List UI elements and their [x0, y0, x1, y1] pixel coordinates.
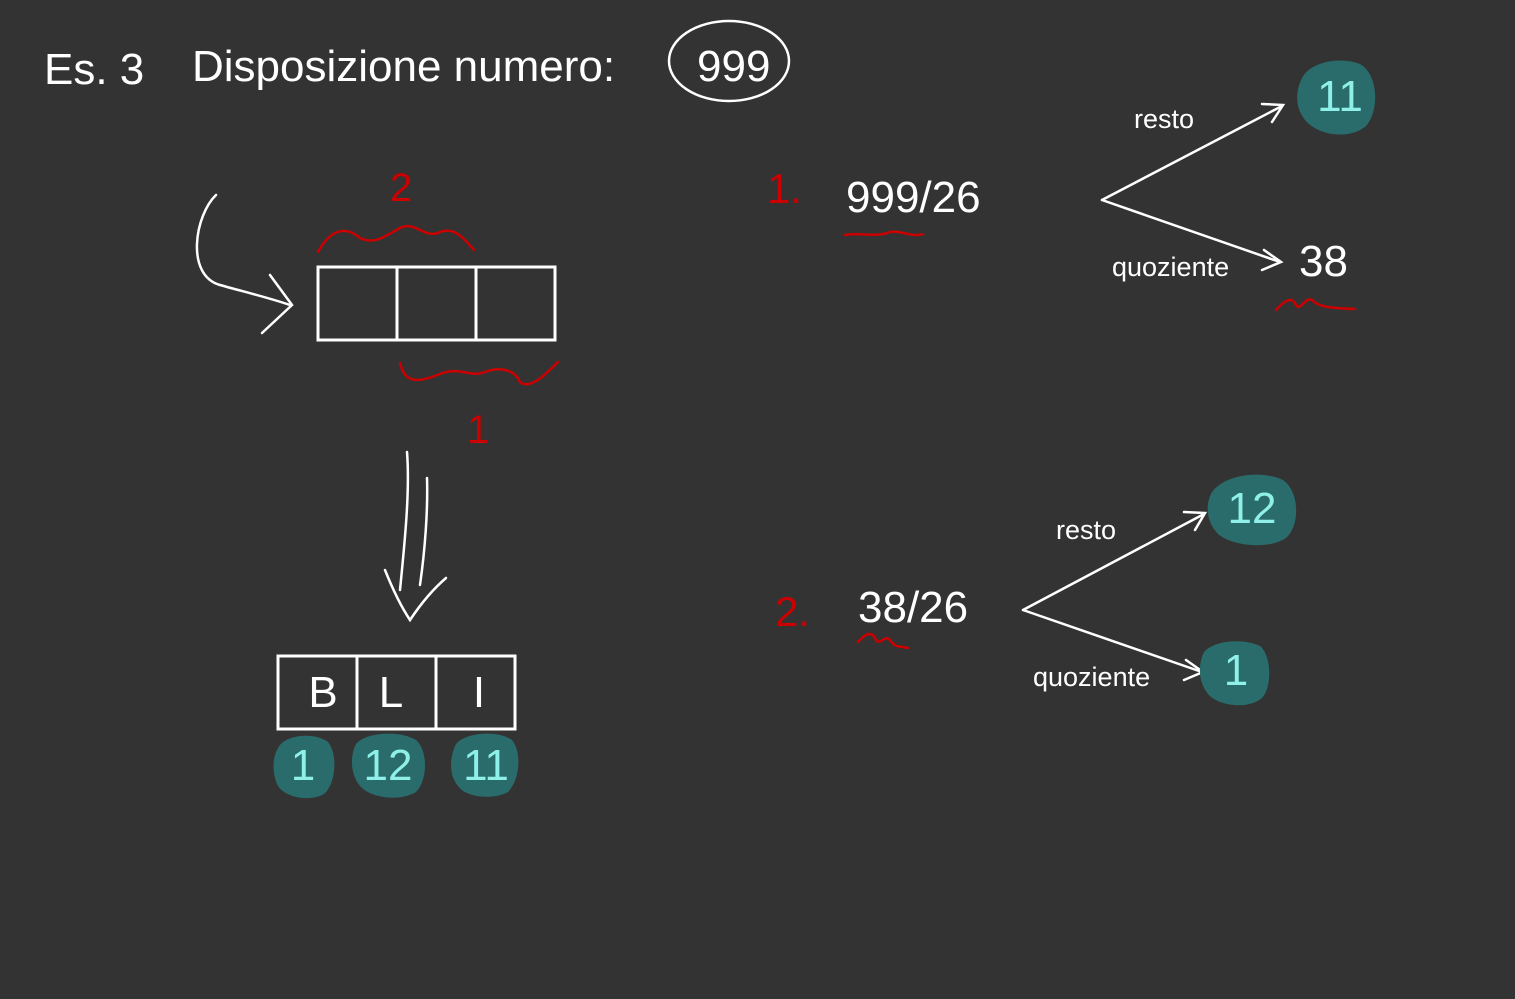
underline-38	[1274, 298, 1357, 312]
brace-bottom-label: 1	[467, 408, 490, 452]
number-circle	[667, 19, 791, 103]
step2-resto-value: 12	[1227, 484, 1277, 533]
index-12: 12	[363, 741, 413, 790]
curved-arrow	[195, 193, 294, 335]
step2-quoziente-label: quoziente	[1033, 662, 1151, 692]
step2-division: 38/26	[858, 583, 969, 632]
step1-resto-label: resto	[1134, 104, 1195, 134]
letter-cell-3: I	[472, 668, 486, 717]
underline-999-26	[843, 230, 925, 237]
step2-index: 2.	[775, 588, 811, 635]
step1-arrows	[1100, 102, 1286, 272]
down-arrow	[383, 450, 448, 623]
step1-index: 1.	[767, 165, 803, 212]
blob-index-11	[451, 733, 519, 797]
step1-resto-value: 11	[1317, 72, 1363, 121]
blob-step1-resto	[1297, 60, 1376, 135]
step1-division: 999/26	[846, 173, 981, 222]
brace-top	[316, 224, 476, 254]
letter-cell-2: L	[378, 668, 404, 717]
bottom-boxes	[276, 654, 517, 731]
step2-resto-label: resto	[1056, 515, 1117, 545]
index-11: 11	[463, 741, 509, 790]
title-number: 999	[697, 42, 771, 91]
exercise-label: Es. 3	[44, 45, 145, 94]
step2-quoziente-value: 1	[1223, 646, 1249, 695]
step1-quoziente-label: quoziente	[1112, 252, 1230, 282]
blob-index-1	[273, 735, 335, 799]
top-boxes	[316, 265, 557, 342]
step2-arrows	[1021, 510, 1208, 682]
blob-step2-quoziente	[1199, 641, 1270, 706]
brace-bottom	[398, 360, 560, 386]
underline-38-26	[856, 632, 910, 650]
blob-step2-resto	[1207, 474, 1297, 546]
letter-cell-1: B	[308, 668, 338, 717]
blob-index-12	[351, 733, 425, 798]
index-1: 1	[290, 741, 316, 790]
page-title: Disposizione numero:	[192, 42, 616, 91]
step1-quoziente-value: 38	[1299, 237, 1348, 286]
brace-top-label: 2	[390, 166, 413, 210]
